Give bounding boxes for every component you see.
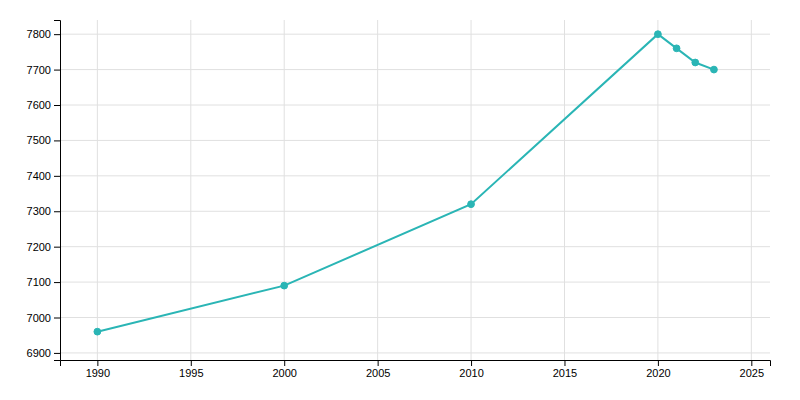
x-tick-mark — [564, 360, 565, 366]
chart-container: 1990 1995 2000 2005 2010 2015 2020 2025 6900 7000… — [0, 0, 800, 400]
x-axis-line — [61, 361, 771, 367]
x-tick-mark — [284, 360, 285, 366]
y-tick-label: 7500 — [27, 134, 51, 146]
grid-line-x — [751, 20, 752, 360]
y-tick-mark — [54, 211, 60, 212]
y-tick: 7100 — [27, 276, 60, 288]
y-tick: 7200 — [27, 241, 60, 253]
y-tick: 6900 — [27, 347, 60, 359]
marker — [94, 328, 101, 335]
y-tick-label: 7000 — [27, 312, 51, 324]
grid-line-y — [60, 175, 770, 176]
y-tick-mark — [54, 353, 60, 354]
y-tick: 7000 — [27, 312, 60, 324]
y-tick: 7500 — [27, 134, 60, 146]
y-tick-mark — [54, 34, 60, 35]
grid-line-y — [60, 69, 770, 70]
x-tick-label: 1995 — [179, 367, 203, 379]
chart-svg: 1990 1995 2000 2005 2010 2015 2020 2025 6900 7000… — [0, 0, 800, 400]
y-tick-label: 7400 — [27, 170, 51, 182]
y-tick-mark — [54, 140, 60, 141]
x-axis: 1990 1995 2000 2005 2010 2015 2020 2025 — [61, 360, 771, 379]
x-tick-label: 2020 — [646, 367, 670, 379]
x-tick: 1995 — [179, 360, 203, 379]
grid-line-y — [60, 105, 770, 106]
y-tick-label: 7200 — [27, 241, 51, 253]
grid-line-y — [60, 352, 770, 353]
grid-line-y — [60, 211, 770, 212]
marks — [94, 31, 717, 335]
x-tick-mark — [97, 360, 98, 366]
x-tick: 1990 — [86, 360, 110, 379]
y-tick: 7300 — [27, 205, 60, 217]
grid — [60, 20, 770, 360]
y-tick-mark — [54, 176, 60, 177]
x-tick-mark — [658, 360, 659, 366]
grid-line-x — [284, 20, 285, 360]
marker — [692, 59, 699, 66]
grid-line-y — [60, 34, 770, 35]
marker — [281, 282, 288, 289]
y-tick-label: 7100 — [27, 276, 51, 288]
grid-line-x — [97, 20, 98, 360]
grid-line-y — [60, 246, 770, 247]
y-tick: 7700 — [27, 64, 60, 76]
x-tick: 2005 — [366, 360, 390, 379]
x-tick-mark — [751, 360, 752, 366]
y-tick: 7800 — [27, 28, 60, 40]
x-tick-label: 2000 — [272, 367, 296, 379]
x-tick-label: 2015 — [553, 367, 577, 379]
y-tick-mark — [54, 318, 60, 319]
y-tick: 7600 — [27, 99, 60, 111]
grid-line-x — [471, 20, 472, 360]
y-tick-mark — [54, 70, 60, 71]
x-tick-mark — [191, 360, 192, 366]
y-axis: 6900 7000 7100 7200 7300 7400 7500 7600 7700 7800 — [27, 21, 61, 361]
x-tick: 2020 — [646, 360, 670, 379]
x-tick: 2000 — [272, 360, 296, 379]
x-tick-label: 2025 — [740, 367, 764, 379]
x-tick-label: 2005 — [366, 367, 390, 379]
marker — [711, 66, 718, 73]
line — [97, 34, 714, 332]
grid-line-y — [60, 317, 770, 318]
x-tick-mark — [378, 360, 379, 366]
y-tick-label: 7800 — [27, 28, 51, 40]
marker — [673, 45, 680, 52]
marker — [655, 31, 662, 38]
y-tick: 7400 — [27, 170, 60, 182]
grid-line-y — [60, 140, 770, 141]
y-tick-mark — [54, 282, 60, 283]
y-tick-mark — [54, 247, 60, 248]
plot-area: 1990 1995 2000 2005 2010 2015 2020 2025 6900 7000… — [27, 20, 771, 379]
x-tick-label: 1990 — [86, 367, 110, 379]
x-tick-mark — [471, 360, 472, 366]
x-tick-label: 2010 — [459, 367, 483, 379]
y-tick-label: 7600 — [27, 99, 51, 111]
grid-line-x — [377, 20, 378, 360]
y-tick-label: 6900 — [27, 347, 51, 359]
x-tick: 2025 — [740, 360, 764, 379]
y-axis-line — [54, 21, 61, 361]
grid-line-x — [564, 20, 565, 360]
y-tick-mark — [54, 105, 60, 106]
grid-line-x — [657, 20, 658, 360]
marker — [468, 201, 475, 208]
grid-line-y — [60, 282, 770, 283]
y-tick-label: 7700 — [27, 64, 51, 76]
x-tick: 2010 — [459, 360, 483, 379]
y-tick-label: 7300 — [27, 205, 51, 217]
x-tick: 2015 — [553, 360, 577, 379]
